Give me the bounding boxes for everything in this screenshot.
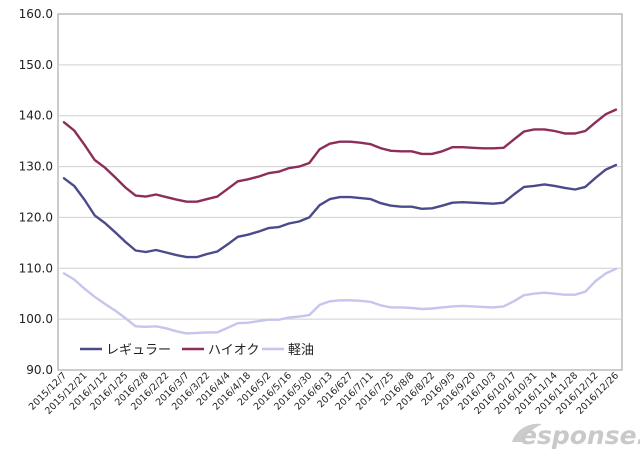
y-tick-label: 110.0	[19, 261, 53, 275]
y-tick-label: 130.0	[19, 160, 53, 174]
x-axis-ticks: 2015/12/72015/12/212016/1/122016/1/25201…	[27, 370, 621, 417]
series	[62, 108, 618, 335]
r-swoosh-icon	[512, 423, 542, 442]
plot-area	[57, 13, 623, 371]
watermark-text: esponse.	[520, 421, 640, 450]
series-line-2	[62, 267, 618, 335]
series-line-0	[62, 163, 618, 259]
legend: レギュラー ハイオク 軽油	[80, 343, 314, 358]
y-tick-label: 160.0	[19, 7, 53, 21]
y-tick-label: 90.0	[26, 363, 53, 377]
grid	[58, 64, 622, 320]
series-line-1	[62, 108, 618, 203]
y-tick-label: 140.0	[19, 109, 53, 123]
legend-label: レギュラー	[106, 343, 171, 358]
legend-label: 軽油	[288, 343, 314, 358]
y-axis-ticks: 160.0 150.0 140.0 130.0 120.0 110.0 100.0 90.0	[19, 7, 53, 377]
legend-label: ハイオク	[208, 343, 259, 358]
watermark: esponse.	[512, 421, 640, 450]
y-tick-label: 150.0	[19, 58, 53, 72]
y-tick-label: 120.0	[19, 210, 53, 224]
y-tick-label: 100.0	[19, 312, 53, 326]
